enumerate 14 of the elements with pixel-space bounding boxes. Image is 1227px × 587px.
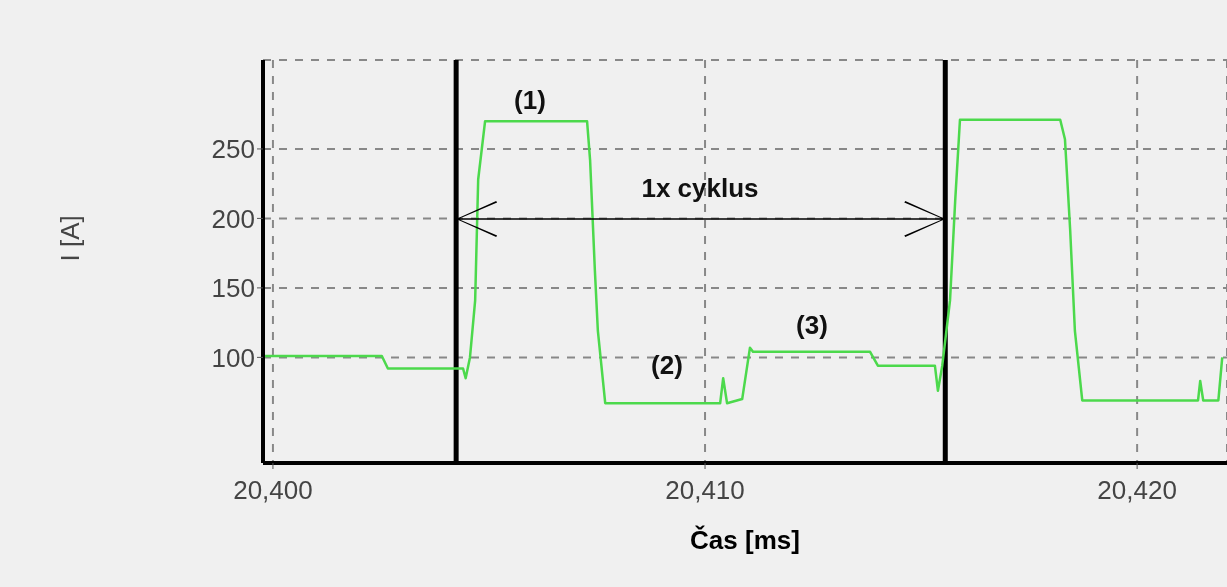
y-axis-title: I [A] bbox=[55, 215, 86, 262]
y-tick-label: 150 bbox=[211, 273, 255, 304]
y-tick-label: 100 bbox=[211, 342, 255, 373]
annotation: 1x cyklus bbox=[641, 173, 759, 203]
x-tick-label: 20,410 bbox=[665, 475, 745, 506]
x-tick-label: 20,420 bbox=[1097, 475, 1177, 506]
annotation: (1) bbox=[514, 85, 546, 115]
x-axis-title: Čas [ms] bbox=[690, 525, 800, 556]
y-tick-label: 200 bbox=[211, 203, 255, 234]
annotation: (2) bbox=[651, 350, 683, 380]
x-tick-label: 20,400 bbox=[233, 475, 313, 506]
annotation: (3) bbox=[796, 310, 828, 340]
line-series bbox=[263, 118, 1224, 405]
y-tick-label: 250 bbox=[211, 134, 255, 165]
